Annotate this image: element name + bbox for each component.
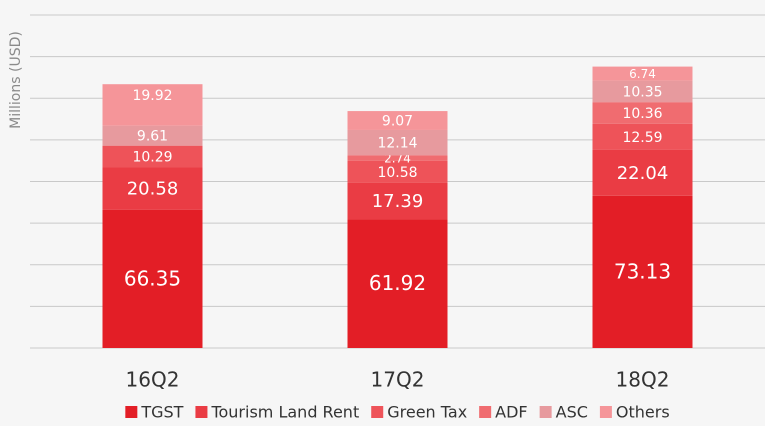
value-label: 6.74 [629,67,656,81]
bar-segment [592,102,693,124]
legend-swatch [599,406,612,418]
bar-segment [347,111,448,130]
legend-swatch [371,406,384,418]
value-label: 20.58 [127,178,179,199]
value-label: 9.61 [137,129,168,145]
y-axis-label: Millions (USD) [8,31,24,129]
bar-segment [347,182,448,220]
bar-segment [592,123,693,150]
bar-segment [102,145,203,168]
bar-segment [592,149,693,196]
bar-segment [102,125,203,146]
value-label: 66.35 [124,266,181,290]
x-tick-label: 16Q2 [126,368,180,392]
value-label: 22.04 [617,163,669,184]
bar-segment [592,80,693,103]
legend: TGST Tourism Land Rent Green Tax ADF ASC Othe… [125,403,670,422]
bar-segment [592,66,693,81]
legend-label: TGST [140,403,183,422]
legend-label: ADF [495,403,527,422]
legend-swatch [125,406,138,418]
value-label: 61.92 [369,271,426,295]
value-label: 10.35 [622,84,662,100]
value-label: 12.59 [622,130,662,146]
legend-label: Green Tax [387,403,467,422]
bar-segment [347,129,448,156]
value-label: 10.29 [132,149,172,165]
legend-label: Others [616,403,670,422]
legend-swatch [539,406,552,418]
legend-swatch [479,406,492,418]
value-label: 17.39 [372,191,424,212]
bar-segment [347,155,448,161]
legend-swatch [195,406,208,418]
bar-segment [102,84,203,126]
value-label: 19.92 [132,88,172,104]
bar-segment [102,167,203,210]
value-label: 73.13 [614,259,671,283]
value-label: 9.07 [382,114,413,130]
bar-segment [102,209,203,348]
x-tick-label: 17Q2 [371,368,425,392]
bar-segment [592,195,693,348]
value-label: 10.58 [377,165,417,181]
value-label: 12.14 [377,136,417,152]
bar-segment [347,219,448,348]
x-tick-label: 18Q2 [616,368,670,392]
legend-label: Tourism Land Rent [210,403,359,422]
value-label: 10.36 [622,106,662,122]
bar-segment [347,160,448,183]
legend-label: ASC [556,403,588,422]
